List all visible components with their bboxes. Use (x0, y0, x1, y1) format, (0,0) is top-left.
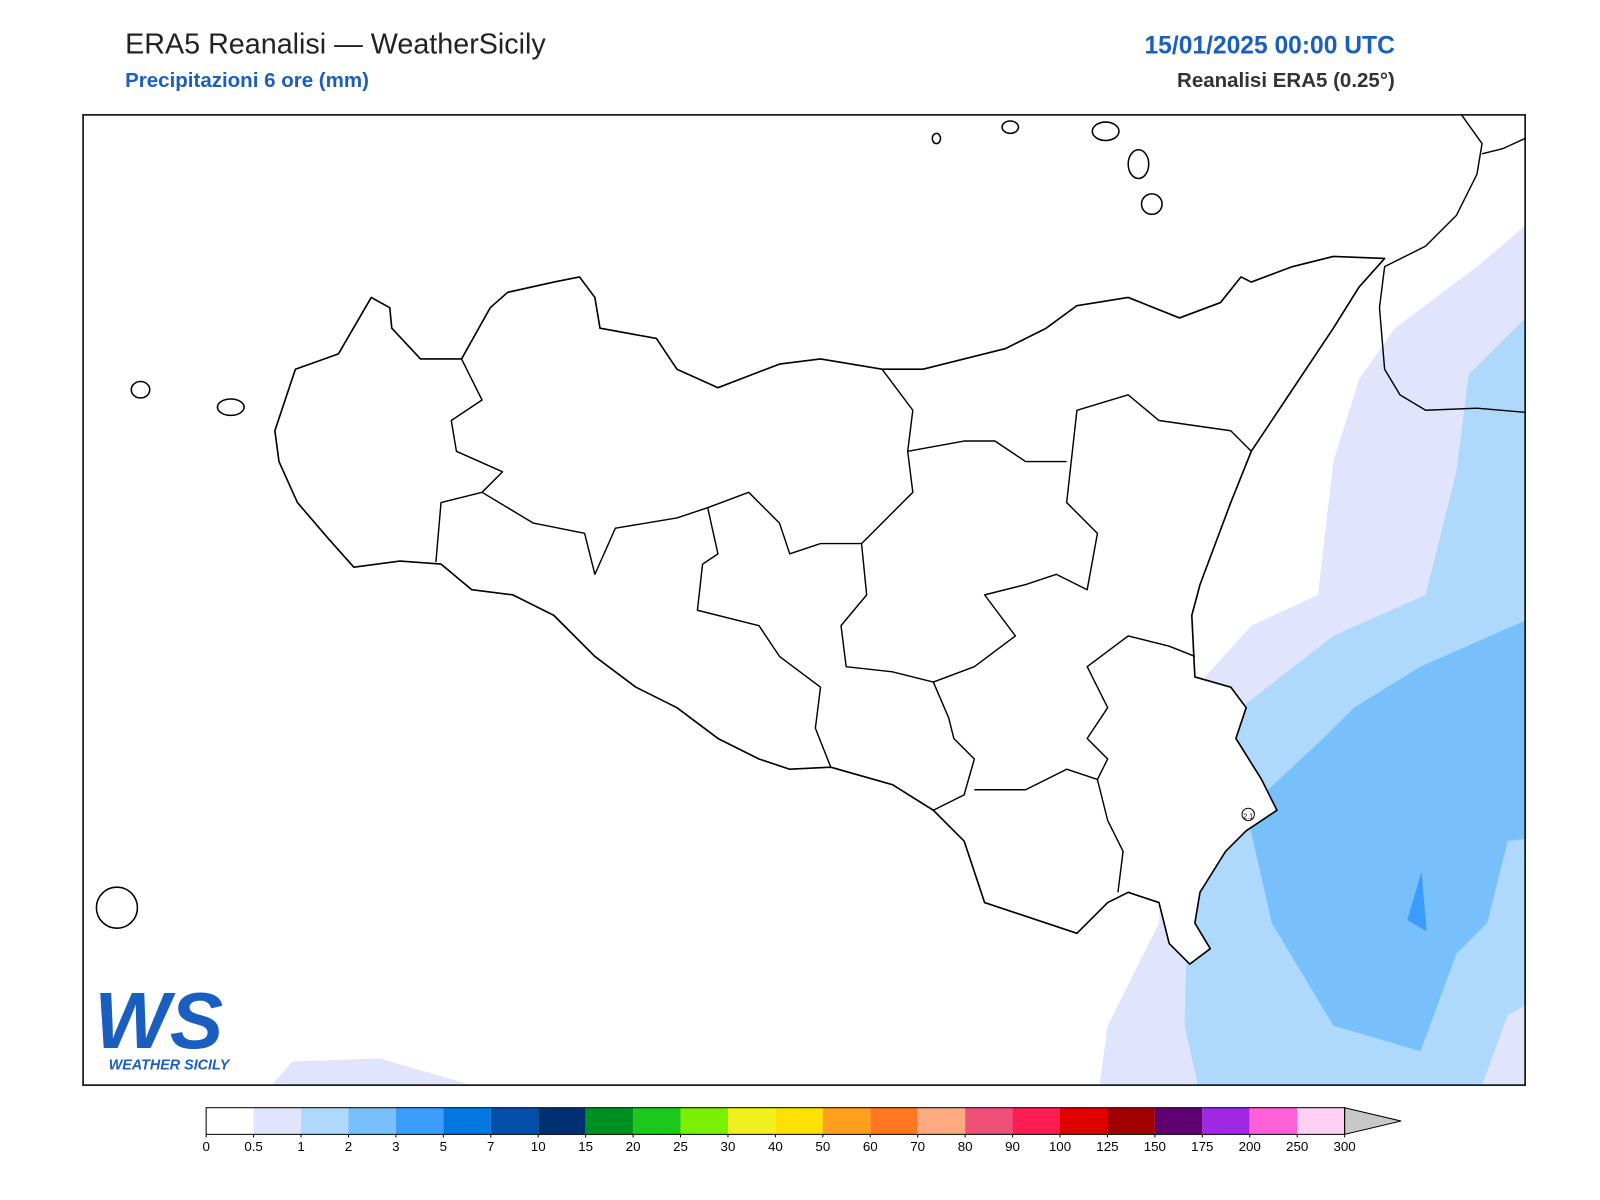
colorbar-label: 90 (1005, 1139, 1020, 1154)
precip-area (1246, 620, 1526, 1052)
colorbar-label: 125 (1096, 1139, 1118, 1154)
colorbar-label: 40 (768, 1139, 783, 1154)
map: 2.1 WS WEATHER SICILY (82, 114, 1526, 1086)
province-border (932, 681, 976, 811)
colorbar-label: 20 (626, 1139, 641, 1154)
colorbar-label: 50 (815, 1139, 830, 1154)
colorbar-label: 1 (297, 1139, 304, 1154)
colorbar-label: 150 (1144, 1139, 1166, 1154)
colorbar-segment (1297, 1107, 1345, 1135)
datetime: 15/01/2025 00:00 UTC (1144, 32, 1395, 59)
province-border (702, 507, 719, 565)
subtitle: Precipitazioni 6 ore (mm) (125, 69, 369, 92)
title: ERA5 Reanalisi — WeatherSicily (125, 28, 546, 60)
colorbar-label: 3 (392, 1139, 399, 1154)
colorbar-label: 200 (1239, 1139, 1261, 1154)
colorbar-label: 100 (1049, 1139, 1071, 1154)
province-border (907, 440, 1067, 463)
colorbar-label: 25 (673, 1139, 688, 1154)
calabria-coastline (1481, 137, 1526, 155)
colorbar-segment (775, 1107, 823, 1135)
colorbar-segment (538, 1107, 586, 1135)
colorbar-label: 15 (578, 1139, 593, 1154)
colorbar-segment (870, 1107, 918, 1135)
colorbar-segment (395, 1107, 444, 1135)
map-frame (82, 114, 1526, 1086)
colorbar-label: 60 (863, 1139, 878, 1154)
colorbar-segment (1060, 1107, 1108, 1135)
island (1091, 121, 1120, 142)
colorbar-label: 300 (1333, 1139, 1355, 1154)
island (1140, 193, 1163, 216)
colorbar-segment (443, 1107, 491, 1135)
colorbar-segment (680, 1107, 728, 1135)
colorbar-segment (206, 1107, 254, 1135)
island (216, 398, 245, 417)
calabria-coastline (1378, 114, 1526, 414)
colorbar-segment (301, 1107, 349, 1135)
province-border (1096, 779, 1124, 893)
colorbar-segment (253, 1107, 302, 1135)
colorbar-label: 2 (345, 1139, 352, 1154)
colorbar-segment (822, 1107, 871, 1135)
colorbar-segment (490, 1107, 539, 1135)
colorbar-segment (348, 1107, 396, 1135)
colorbar-segment (1107, 1107, 1155, 1135)
colorbar: 0 0.5 1 2 3 5 7 10 15 20 25 30 40 50 60 70 80 90 100 125 150… (202, 1107, 1402, 1154)
colorbar-segment (917, 1107, 966, 1135)
colorbar-segment (585, 1107, 634, 1135)
colorbar-label: 250 (1286, 1139, 1308, 1154)
logo-name: WEATHER SICILY (109, 1058, 231, 1074)
colorbar-label: 175 (1191, 1139, 1213, 1154)
island (931, 132, 942, 145)
colorbar-extension (1344, 1107, 1402, 1136)
province-border (696, 564, 832, 768)
colorbar-segment (1012, 1107, 1060, 1135)
colorbar-label: 30 (721, 1139, 736, 1154)
colorbar-segment (965, 1107, 1013, 1135)
colorbar-label: 70 (910, 1139, 925, 1154)
colorbar-segment (1249, 1107, 1298, 1135)
province-border (840, 368, 1252, 683)
sicily-coastline (274, 255, 1386, 965)
province-border (435, 358, 504, 563)
island (1001, 120, 1020, 135)
colorbar-label: 0 (202, 1139, 209, 1154)
colorbar-segment (1202, 1107, 1250, 1135)
island (130, 380, 151, 399)
island (1127, 148, 1150, 180)
province-border (481, 491, 862, 576)
colorbar-label: 0.5 (244, 1139, 263, 1154)
station-label: 2.1 (1243, 812, 1253, 820)
logo-initials: WS (94, 976, 223, 1065)
island (95, 886, 139, 929)
source: Reanalisi ERA5 (0.25°) (1177, 69, 1395, 92)
colorbar-label: 10 (531, 1139, 546, 1154)
precip-area (271, 1058, 472, 1086)
colorbar-label: 80 (958, 1139, 973, 1154)
colorbar-label: 5 (440, 1139, 447, 1154)
colorbar-segment (727, 1107, 776, 1135)
colorbar-segment (633, 1107, 681, 1135)
colorbar-segment (1154, 1107, 1203, 1135)
station-marker (1241, 807, 1255, 822)
province-border (974, 635, 1196, 791)
colorbar-label: 7 (487, 1139, 494, 1154)
precip-area (1407, 871, 1427, 932)
